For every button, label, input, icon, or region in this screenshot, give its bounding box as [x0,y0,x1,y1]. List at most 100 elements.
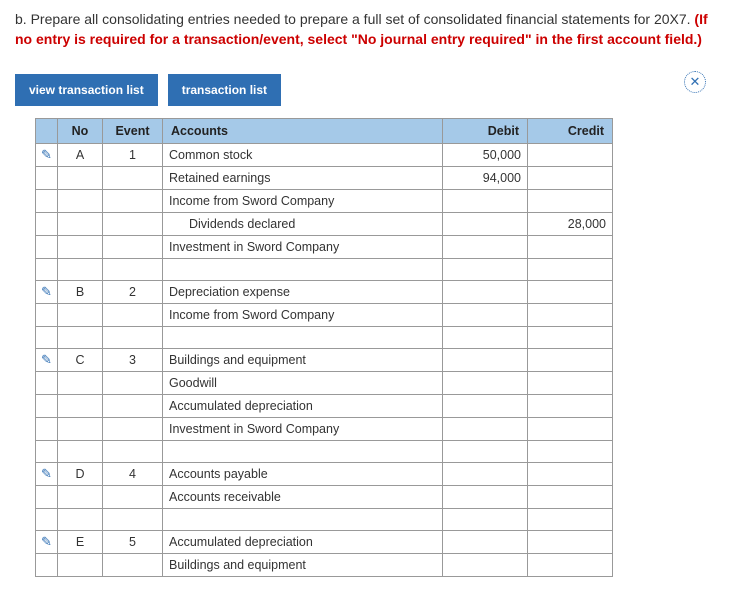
edit-cell [36,395,58,418]
credit-cell[interactable] [528,395,613,418]
close-icon: ✕ [690,74,701,90]
table-row: Accumulated depreciation [36,395,613,418]
credit-cell[interactable] [528,349,613,372]
debit-cell[interactable]: 94,000 [443,167,528,190]
credit-cell[interactable] [528,372,613,395]
credit-cell[interactable] [528,144,613,167]
credit-cell[interactable] [528,281,613,304]
account-cell[interactable]: Goodwill [163,372,443,395]
edit-cell [36,236,58,259]
credit-cell[interactable] [528,304,613,327]
credit-cell[interactable] [528,463,613,486]
debit-cell[interactable] [443,372,528,395]
account-cell[interactable]: Buildings and equipment [163,554,443,577]
account-cell[interactable]: Common stock [163,144,443,167]
view-transaction-list-button[interactable]: view transaction list [15,74,158,106]
table-row: ✎ B2Depreciation expense [36,281,613,304]
table-row: Accounts receivable [36,486,613,509]
debit-cell[interactable] [443,281,528,304]
account-cell[interactable]: Income from Sword Company [163,304,443,327]
credit-cell[interactable] [528,236,613,259]
account-cell[interactable] [163,259,443,281]
table-row: Goodwill [36,372,613,395]
account-cell[interactable]: Accumulated depreciation [163,395,443,418]
credit-cell[interactable] [528,327,613,349]
edit-cell[interactable]: ✎ [36,281,58,304]
credit-cell[interactable] [528,554,613,577]
event-cell [103,304,163,327]
transaction-list-button[interactable]: transaction list [168,74,281,106]
debit-cell[interactable] [443,236,528,259]
no-cell: E [58,531,103,554]
debit-cell[interactable] [443,441,528,463]
debit-cell[interactable] [443,213,528,236]
event-cell [103,327,163,349]
pencil-icon[interactable]: ✎ [41,466,52,482]
edit-cell[interactable]: ✎ [36,144,58,167]
account-cell[interactable] [163,441,443,463]
debit-cell[interactable] [443,259,528,281]
event-cell [103,236,163,259]
debit-cell[interactable] [443,349,528,372]
no-cell: D [58,463,103,486]
debit-cell[interactable] [443,304,528,327]
account-cell[interactable]: Investment in Sword Company [163,236,443,259]
debit-cell[interactable] [443,554,528,577]
account-cell[interactable]: Investment in Sword Company [163,418,443,441]
event-cell: 2 [103,281,163,304]
debit-cell[interactable] [443,486,528,509]
edit-cell[interactable]: ✎ [36,463,58,486]
account-cell[interactable]: Accounts payable [163,463,443,486]
debit-cell[interactable]: 50,000 [443,144,528,167]
header-credit: Credit [528,119,613,144]
credit-cell[interactable] [528,167,613,190]
credit-cell[interactable]: 28,000 [528,213,613,236]
account-cell[interactable] [163,509,443,531]
debit-cell[interactable] [443,190,528,213]
debit-cell[interactable] [443,418,528,441]
account-cell[interactable]: Dividends declared [163,213,443,236]
credit-cell[interactable] [528,418,613,441]
account-cell[interactable]: Income from Sword Company [163,190,443,213]
debit-cell[interactable] [443,463,528,486]
table-row: Investment in Sword Company [36,236,613,259]
event-cell [103,554,163,577]
no-cell [58,167,103,190]
debit-cell[interactable] [443,531,528,554]
no-cell: B [58,281,103,304]
close-button[interactable]: ✕ [684,71,706,93]
pencil-icon[interactable]: ✎ [41,147,52,163]
no-cell [58,213,103,236]
account-cell[interactable]: Accumulated depreciation [163,531,443,554]
account-cell[interactable] [163,327,443,349]
debit-cell[interactable] [443,327,528,349]
table-row [36,509,613,531]
table-row: Income from Sword Company [36,190,613,213]
pencil-icon[interactable]: ✎ [41,534,52,550]
edit-cell[interactable]: ✎ [36,349,58,372]
no-cell [58,190,103,213]
table-row: ✎A1Common stock50,000 [36,144,613,167]
event-cell: 1 [103,144,163,167]
credit-cell[interactable] [528,441,613,463]
edit-cell [36,486,58,509]
account-cell[interactable]: Buildings and equipment [163,349,443,372]
credit-cell[interactable] [528,509,613,531]
account-cell[interactable]: Depreciation expense [163,281,443,304]
debit-cell[interactable] [443,509,528,531]
credit-cell[interactable] [528,259,613,281]
credit-cell[interactable] [528,486,613,509]
pencil-icon[interactable]: ✎ [41,352,52,368]
pencil-icon[interactable]: ✎ [41,284,52,300]
debit-cell[interactable] [443,395,528,418]
edit-cell [36,509,58,531]
edit-cell[interactable]: ✎ [36,531,58,554]
credit-cell[interactable] [528,531,613,554]
table-row [36,441,613,463]
edit-cell [36,554,58,577]
account-cell[interactable]: Retained earnings [163,167,443,190]
account-cell[interactable]: Accounts receivable [163,486,443,509]
edit-cell [36,213,58,236]
credit-cell[interactable] [528,190,613,213]
event-cell [103,167,163,190]
